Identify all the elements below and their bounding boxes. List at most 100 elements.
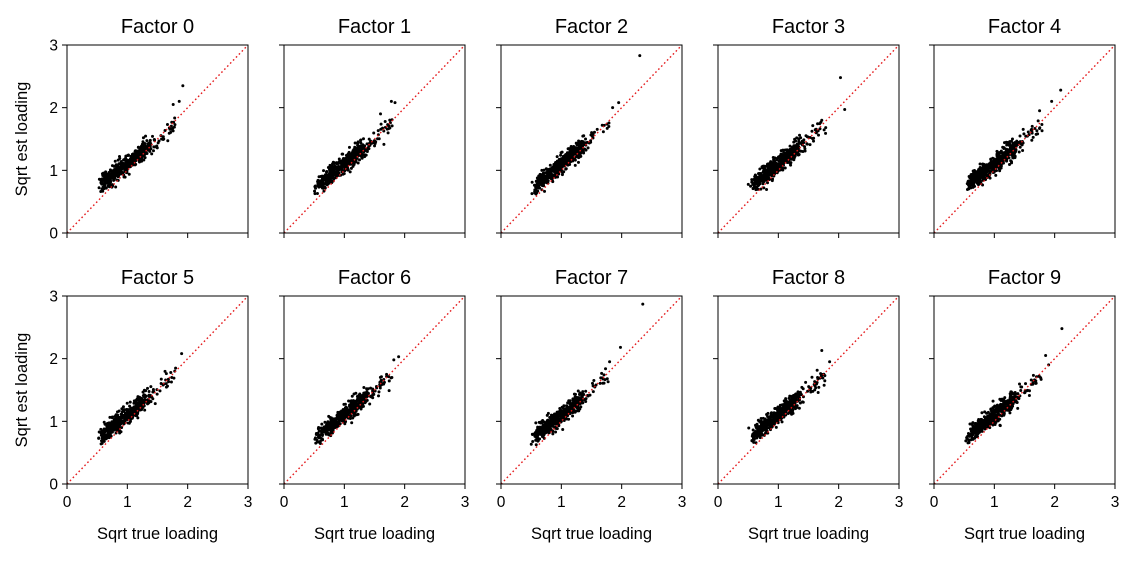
data-point (582, 134, 585, 137)
data-point (819, 372, 822, 375)
data-point (569, 151, 572, 154)
data-point (372, 141, 375, 144)
data-point (566, 157, 569, 160)
data-point (1041, 129, 1044, 132)
data-point (823, 128, 826, 131)
data-point (353, 400, 356, 403)
data-point (181, 84, 184, 87)
data-point (607, 125, 610, 128)
data-point (806, 135, 809, 138)
data-point (107, 175, 110, 178)
plot-area (718, 296, 899, 484)
data-point (817, 386, 820, 389)
data-point (828, 360, 831, 363)
data-point (322, 169, 325, 172)
identity-reference-line (934, 45, 1115, 233)
data-point (582, 151, 585, 154)
data-point (778, 407, 781, 410)
data-point (380, 123, 383, 126)
data-point (164, 370, 167, 373)
x-tick-label: 1 (123, 494, 132, 511)
data-point (988, 169, 991, 172)
data-point (768, 417, 771, 420)
data-point (345, 161, 348, 164)
data-point (342, 159, 345, 162)
plot-area (501, 296, 682, 484)
data-point (131, 153, 134, 156)
data-point (980, 411, 983, 414)
data-point (387, 131, 390, 134)
data-point (372, 393, 375, 396)
data-point (318, 175, 321, 178)
data-point (180, 352, 183, 355)
data-point (394, 101, 397, 104)
data-point (773, 165, 776, 168)
data-point (371, 396, 374, 399)
data-point (357, 396, 360, 399)
data-point (111, 425, 114, 428)
data-point (344, 403, 347, 406)
data-point (168, 132, 171, 135)
data-point (368, 138, 371, 141)
data-point (972, 170, 975, 173)
data-point (530, 443, 533, 446)
data-point (128, 422, 131, 425)
data-point (134, 155, 137, 158)
data-point (765, 413, 768, 416)
data-point (579, 392, 582, 395)
x-axis-label: Sqrt true loading (531, 525, 652, 543)
data-point (172, 103, 175, 106)
data-point (379, 112, 382, 115)
x-tick-label: 0 (280, 494, 289, 511)
data-point (118, 171, 121, 174)
data-point (757, 181, 760, 184)
data-point (334, 417, 337, 420)
data-point (792, 141, 795, 144)
data-point (1000, 155, 1003, 158)
panel-title: Factor 9 (988, 267, 1061, 289)
data-point (129, 401, 132, 404)
data-point (341, 410, 344, 413)
data-point (115, 419, 118, 422)
data-point (333, 167, 336, 170)
data-point (554, 164, 557, 167)
data-point (557, 169, 560, 172)
data-point (804, 381, 807, 384)
data-point (339, 415, 342, 418)
data-point (319, 440, 322, 443)
data-point (799, 136, 802, 139)
x-axis-label: Sqrt true loading (748, 525, 869, 543)
data-point (170, 381, 173, 384)
data-point (384, 120, 387, 123)
data-point (979, 163, 982, 166)
data-point (793, 406, 796, 409)
data-point (174, 367, 177, 370)
data-point (592, 379, 595, 382)
data-point (783, 399, 786, 402)
data-point (561, 428, 564, 431)
data-point (126, 402, 129, 405)
data-point (1050, 100, 1053, 103)
data-point (359, 148, 362, 151)
data-point (798, 149, 801, 152)
data-point (771, 161, 774, 164)
data-point (996, 158, 999, 161)
data-point (601, 382, 604, 385)
data-point (362, 386, 365, 389)
data-point (316, 180, 319, 183)
data-point (358, 158, 361, 161)
data-point (820, 119, 823, 122)
data-point (574, 393, 577, 396)
data-point (546, 179, 549, 182)
data-point (784, 167, 787, 170)
data-point (611, 106, 614, 109)
data-point (750, 439, 753, 442)
data-point (801, 150, 804, 153)
data-point (135, 150, 138, 153)
data-point (397, 355, 400, 358)
data-point (578, 402, 581, 405)
